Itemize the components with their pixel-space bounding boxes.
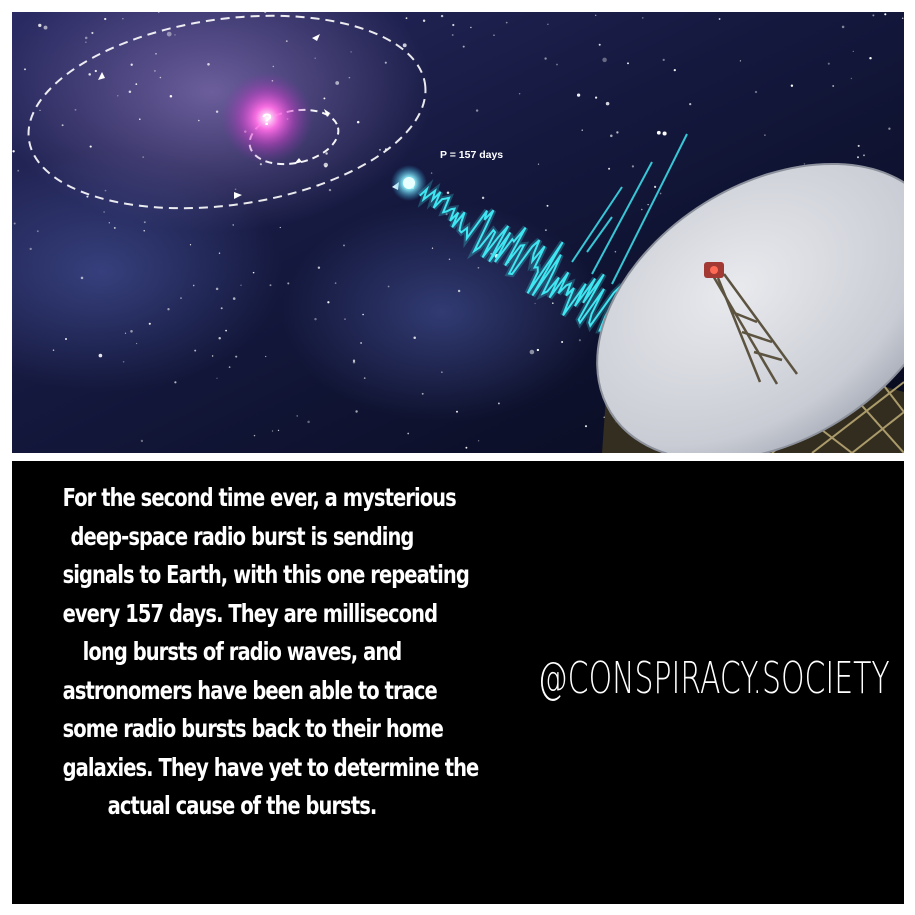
radio-telescope	[596, 162, 904, 453]
orbit-arrow-icon	[98, 72, 105, 80]
feed-support-tripod	[710, 273, 799, 385]
mystery-source-glow	[221, 72, 313, 164]
orbit-arrow-icon	[312, 34, 320, 41]
caption-line: deep-space radio burst is sending	[70, 521, 415, 551]
burst-source-core	[403, 177, 415, 189]
caption-panel: For the second time ever, a mysterious d…	[12, 461, 904, 904]
space-illustration: ? P = 157 days	[12, 12, 904, 453]
caption-line: long bursts of radio waves, and	[82, 637, 403, 666]
outer-orbit-path	[27, 14, 427, 210]
orbit-arrow-icon	[324, 109, 330, 117]
caption-line: signals to Earth, with this one repeatin…	[62, 560, 470, 589]
dish-surface	[596, 162, 904, 453]
caption-line: some radio bursts back to their home	[62, 714, 444, 743]
period-label: P = 157 days	[440, 149, 503, 161]
caption-line: every 157 days. They are millisecond	[62, 598, 438, 628]
caption-line: astronomers have been able to trace	[62, 675, 438, 705]
caption-text: For the second time ever, a mysterious d…	[62, 479, 480, 826]
orbit-arrow-icon	[294, 158, 302, 164]
account-handle: @CONSPIRACY.SOCIETY	[537, 653, 890, 704]
orbit-arrow-icon	[234, 192, 242, 199]
question-mark: ?	[262, 110, 272, 129]
caption-line: galaxies. They have yet to determine the	[62, 752, 480, 782]
radio-signal-spikes	[571, 133, 688, 285]
caption-line: For the second time ever, a mysterious	[62, 483, 457, 512]
caption-line: actual cause of the bursts.	[107, 791, 378, 820]
